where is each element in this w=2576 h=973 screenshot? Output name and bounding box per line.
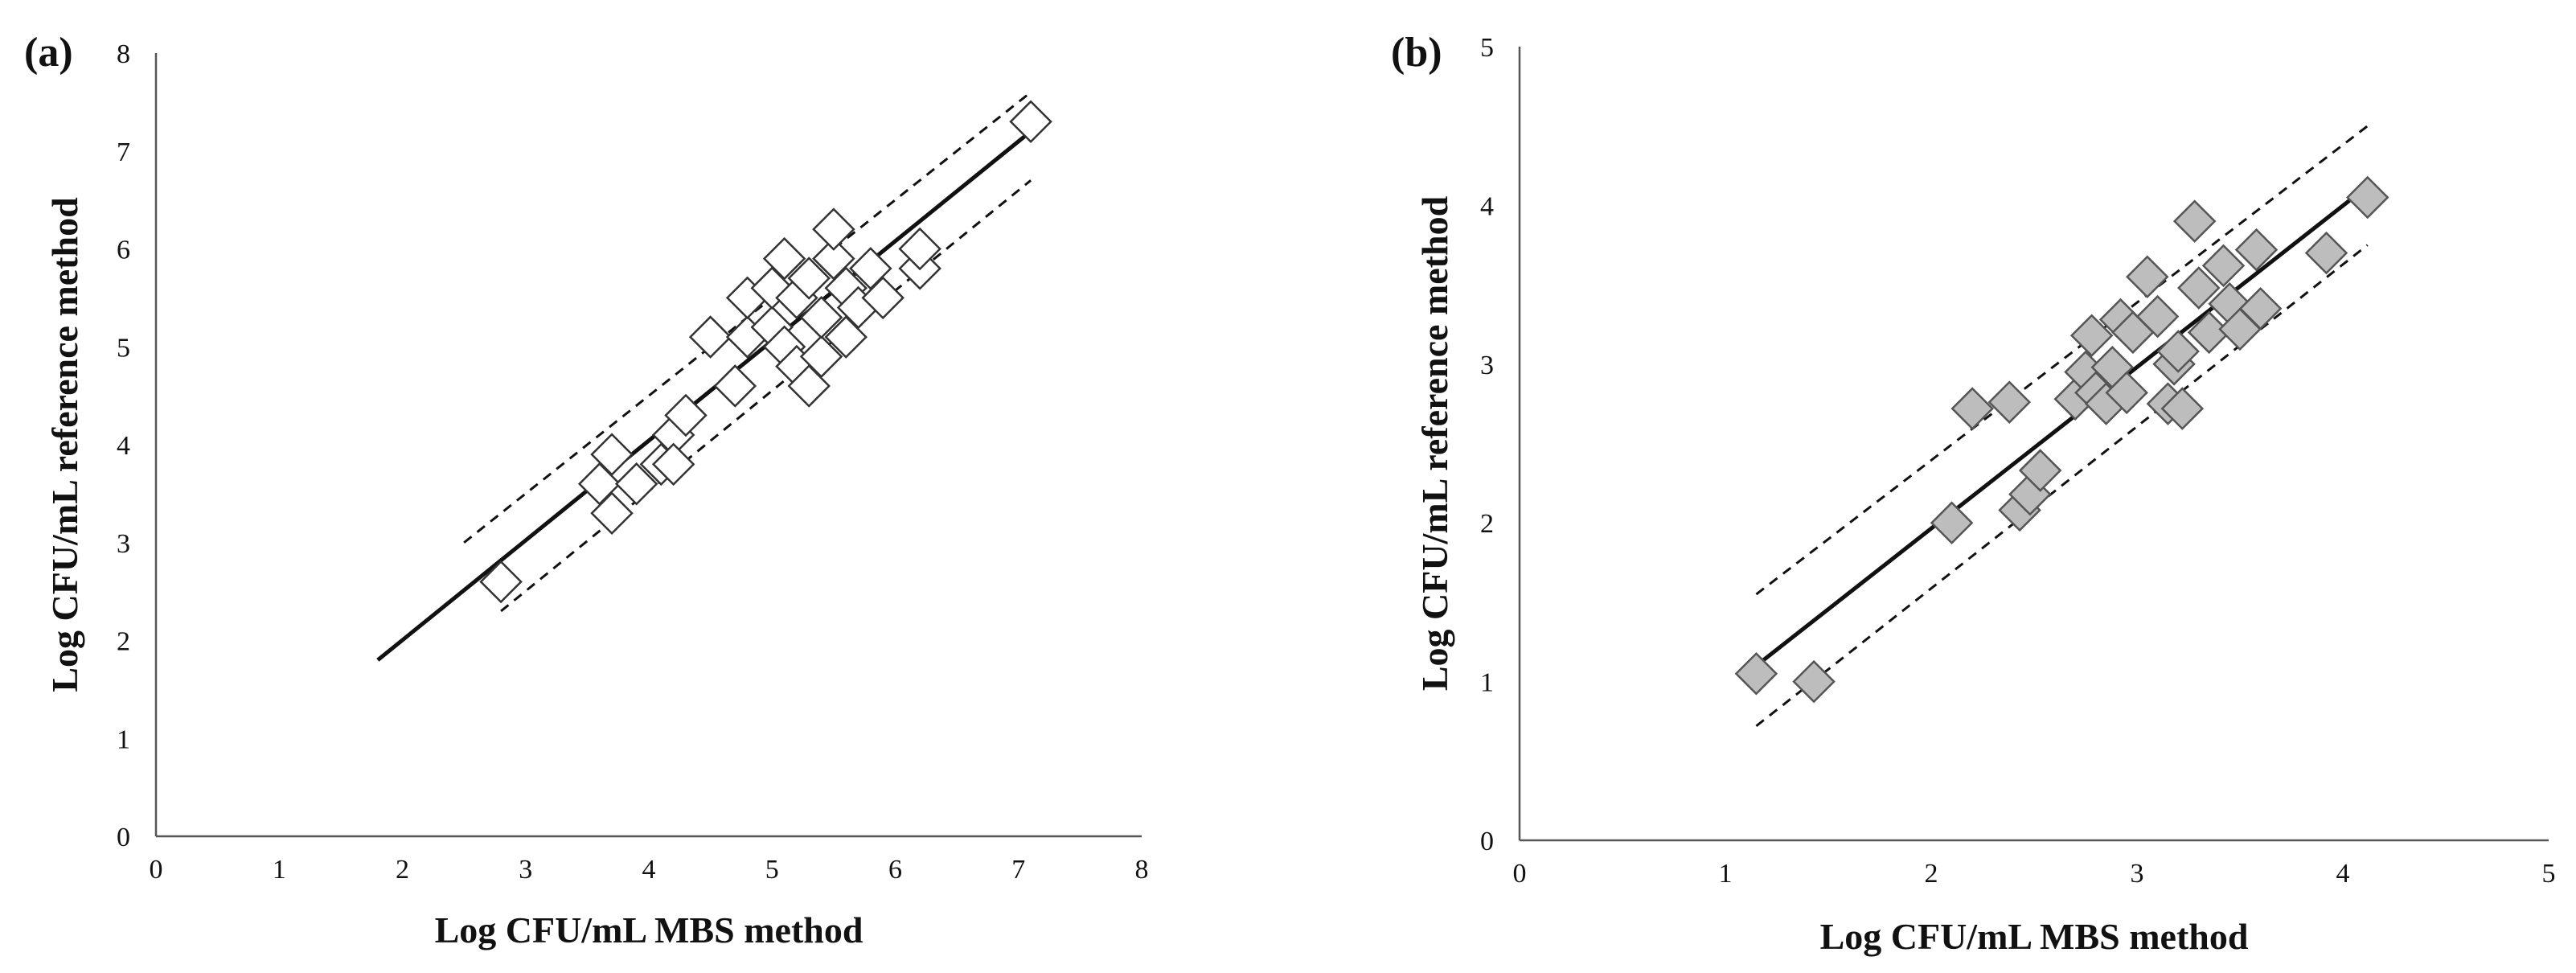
data-point — [664, 393, 708, 437]
data-point — [2105, 371, 2148, 415]
data-point — [590, 491, 634, 535]
y-tick-label: 3 — [117, 529, 130, 559]
y-tick-label: 5 — [117, 333, 130, 363]
y-tick-label: 0 — [117, 823, 130, 852]
data-point — [812, 236, 855, 281]
y-axis-title: Log CFU/mL reference method — [1414, 195, 1455, 691]
data-point — [812, 207, 855, 251]
data-point — [2018, 449, 2062, 492]
x-tick-label: 8 — [1135, 855, 1149, 885]
y-axis-title: Log CFU/mL reference method — [44, 197, 85, 692]
y-tick-label: 4 — [117, 431, 130, 461]
data-point — [849, 247, 892, 290]
upper-band-line — [1755, 125, 2369, 596]
data-point — [861, 276, 904, 320]
data-point — [2238, 286, 2283, 330]
y-tick-label: 7 — [117, 138, 130, 167]
data-point — [479, 560, 523, 604]
data-point — [2135, 294, 2180, 339]
data-point — [1987, 380, 2032, 424]
x-tick-label: 2 — [1925, 859, 1938, 889]
data-point — [2177, 266, 2221, 310]
data-point — [614, 462, 658, 506]
data-point — [713, 364, 757, 408]
x-tick-label: 2 — [396, 855, 409, 885]
y-tick-label: 6 — [117, 236, 130, 265]
data-point — [1734, 651, 1778, 696]
data-point — [688, 315, 732, 359]
data-point — [2069, 314, 2114, 358]
data-point — [762, 236, 806, 281]
data-point — [799, 295, 843, 339]
data-point — [1930, 501, 1974, 544]
data-point — [651, 442, 695, 486]
x-tick-label: 1 — [1719, 859, 1733, 889]
x-tick-label: 4 — [2336, 859, 2350, 889]
data-point — [2160, 387, 2205, 430]
data-point — [2156, 330, 2200, 373]
data-point — [1950, 387, 1994, 430]
y-tick-label: 0 — [1480, 827, 1494, 856]
lower-band-line — [1755, 244, 2369, 728]
x-tick-label: 7 — [1011, 855, 1025, 885]
y-tick-label: 3 — [1480, 351, 1494, 380]
x-tick-label: 3 — [2131, 859, 2144, 889]
data-point — [590, 433, 634, 476]
data-point — [2201, 244, 2246, 288]
y-tick-label: 8 — [117, 39, 130, 69]
y-tick-label: 5 — [1480, 33, 1494, 63]
data-point — [898, 227, 941, 271]
data-point — [799, 335, 843, 379]
data-point — [577, 462, 621, 506]
panel-label: (b) — [1391, 30, 1442, 76]
x-tick-label: 4 — [642, 855, 656, 885]
regression-line — [376, 129, 1032, 662]
data-point — [2172, 199, 2217, 243]
y-tick-label: 2 — [117, 627, 130, 657]
lower-band-line — [500, 179, 1032, 613]
x-tick-label: 3 — [519, 855, 532, 885]
x-tick-label: 0 — [1513, 859, 1527, 889]
data-point — [1792, 659, 1836, 704]
x-axis-title: Log CFU/mL MBS method — [435, 909, 863, 950]
chart-panel-a: (a) 0 1 2 3 4 5 6 7 8 0 1 2 3 4 5 6 7 8 Log CFU/mL MBS meth… — [24, 30, 1149, 950]
data-point — [787, 257, 831, 300]
x-tick-label: 5 — [765, 855, 779, 885]
regression-line — [1754, 184, 2369, 667]
y-tick-label: 1 — [117, 725, 130, 754]
x-tick-label: 5 — [2542, 859, 2556, 889]
data-point — [787, 364, 831, 408]
data-point — [2234, 228, 2279, 272]
data-point — [1009, 100, 1052, 143]
data-point — [2126, 255, 2169, 298]
x-tick-label: 0 — [150, 855, 163, 885]
chart-panel-b: (b) 0 1 2 3 4 5 0 1 2 3 4 5 Log CFU/mL MBS method Log … — [1391, 30, 2556, 957]
data-point — [824, 315, 868, 359]
panel-label: (a) — [24, 30, 73, 76]
data-point — [2345, 175, 2389, 220]
x-tick-label: 1 — [273, 855, 286, 885]
y-tick-label: 1 — [1480, 668, 1494, 698]
y-tick-label: 2 — [1480, 509, 1494, 539]
x-tick-label: 6 — [888, 855, 902, 885]
data-point — [2304, 231, 2348, 275]
y-tick-label: 4 — [1480, 191, 1494, 221]
x-axis-title: Log CFU/mL MBS method — [1820, 916, 2249, 957]
